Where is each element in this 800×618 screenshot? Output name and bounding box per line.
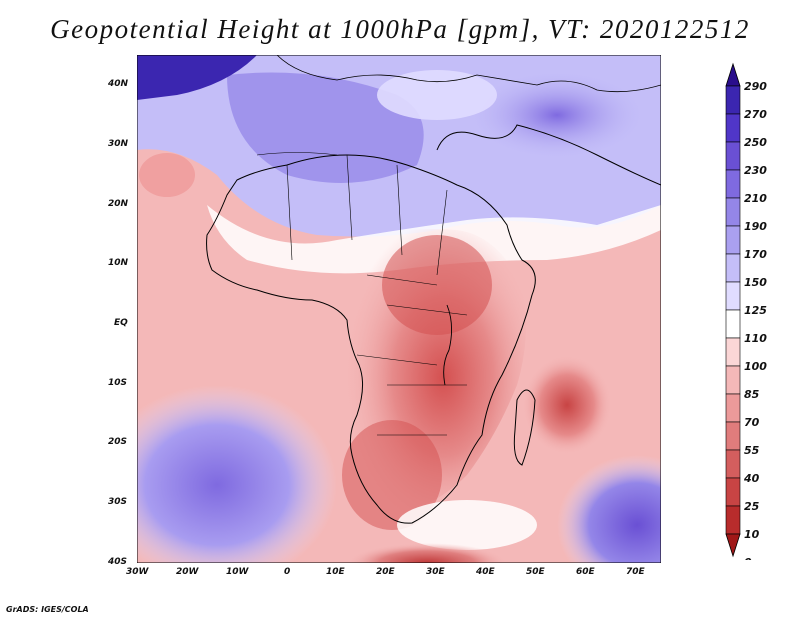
colorbar-segment <box>725 505 741 535</box>
colorbar-label: 70 <box>744 416 760 429</box>
madagascar-coastline <box>513 389 536 466</box>
colorbar: 2902702502302101901701501251101008570554… <box>725 62 767 560</box>
arabia-coastline <box>436 124 662 186</box>
colorbar-label: 110 <box>744 332 767 345</box>
lat-label-10n: 10N <box>108 258 129 268</box>
lon-label-30e: 30E <box>426 567 445 577</box>
field-west-low <box>139 153 195 197</box>
colorbar-label: 250 <box>744 136 767 149</box>
colorbar-bottom-triangle <box>725 533 741 558</box>
colorbar-segment <box>725 169 741 199</box>
lon-label-10w: 10W <box>226 567 249 577</box>
colorbar-segment <box>725 281 741 311</box>
colorbar-label: 270 <box>744 108 767 121</box>
field-south-atlantic-high <box>97 385 337 585</box>
lat-label-10s: 10S <box>108 378 128 388</box>
lon-label-70e: 70E <box>626 567 645 577</box>
colorbar-label: 55 <box>744 444 760 457</box>
lat-label-40n: 40N <box>108 79 129 89</box>
lon-label-60e: 60E <box>576 567 595 577</box>
colorbar-label: 25 <box>744 500 760 513</box>
lat-label-40s: 40S <box>108 557 128 567</box>
lat-label-20s: 20S <box>108 437 128 447</box>
colorbar-label: 125 <box>744 304 767 317</box>
field-sahara-high <box>227 72 424 183</box>
colorbar-label: 40 <box>743 472 760 485</box>
rift-lakes <box>443 304 452 386</box>
lon-label-10e: 10E <box>326 567 345 577</box>
plot-title: Geopotential Height at 1000hPa [gpm], VT… <box>50 14 750 44</box>
colorbar-label: 0 <box>744 556 752 560</box>
lon-label-20w: 20W <box>176 567 199 577</box>
colorbar-label: 290 <box>744 80 767 93</box>
colorbar-label: 150 <box>744 276 767 289</box>
field-nw-corner-high <box>137 55 257 100</box>
lat-label-20n: 20N <box>108 199 129 209</box>
field-mediterranean <box>377 70 497 120</box>
colorbar-segment <box>725 253 741 283</box>
colorbar-label: 170 <box>744 248 767 261</box>
field-mascarene-low <box>522 355 612 455</box>
colorbar-segment <box>725 113 741 143</box>
colorbar-segment <box>725 85 741 115</box>
grads-credit: GrADS: IGES/COLA <box>6 605 89 614</box>
colorbar-segment <box>725 365 741 395</box>
colorbar-segment <box>725 421 741 451</box>
lon-label-30w: 30W <box>126 567 149 577</box>
map-area <box>97 54 717 595</box>
lon-label-50e: 50E <box>526 567 545 577</box>
europe-coastline <box>276 54 662 93</box>
colorbar-label: 210 <box>744 192 767 205</box>
colorbar-label: 100 <box>744 360 767 373</box>
field-south-ridge <box>397 500 537 550</box>
lat-label-30n: 30N <box>108 139 129 149</box>
lat-label-30s: 30S <box>108 497 128 507</box>
coastlines <box>206 54 662 524</box>
colorbar-segment <box>725 141 741 171</box>
colorbar-segment <box>725 477 741 507</box>
colorbar-segment <box>725 225 741 255</box>
lat-label-eq: EQ <box>114 318 128 328</box>
lon-label-0: 0 <box>284 567 291 577</box>
colorbar-label: 190 <box>744 220 767 233</box>
africa-coastline <box>206 154 536 524</box>
colorbar-segment <box>725 197 741 227</box>
field-middle-east-high <box>467 70 647 160</box>
colorbar-top-triangle <box>725 62 741 87</box>
colorbar-segment <box>725 309 741 339</box>
country-borders <box>256 152 468 436</box>
colorbar-label: 85 <box>744 388 760 401</box>
map-svg <box>97 54 717 595</box>
colorbar-segment <box>725 393 741 423</box>
colorbar-segment <box>725 337 741 367</box>
colorbar-segment <box>725 449 741 479</box>
colorbar-label: 10 <box>744 528 760 541</box>
field-southern-africa-low <box>342 420 442 530</box>
colorbar-label: 230 <box>744 164 767 177</box>
lon-label-40e: 40E <box>476 567 495 577</box>
lon-label-20e: 20E <box>376 567 395 577</box>
